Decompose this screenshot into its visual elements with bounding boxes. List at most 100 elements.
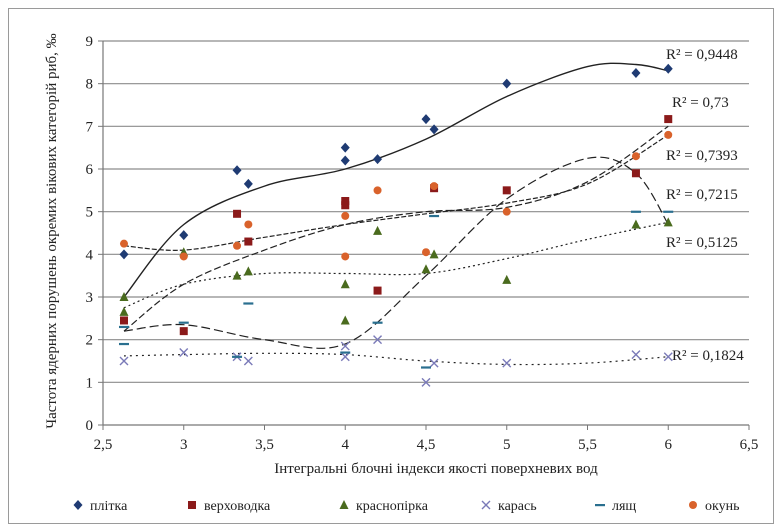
y-tick-label: 9 <box>86 34 94 50</box>
data-point-diamond <box>429 124 439 135</box>
data-point-square <box>244 237 253 246</box>
data-point-dash <box>630 210 641 213</box>
data-point-x <box>179 347 189 357</box>
data-point-triangle <box>663 217 673 227</box>
trend-line-triangle <box>123 221 669 309</box>
r2-label: R² = 0,73 <box>672 95 729 111</box>
x-tick-label: 3 <box>180 437 188 453</box>
data-point-x <box>631 350 641 360</box>
data-point-square <box>119 316 128 325</box>
data-point-circle <box>341 211 350 220</box>
legend-marker-circle <box>689 501 697 509</box>
data-point-triangle <box>232 270 242 280</box>
data-point-triangle <box>429 249 439 259</box>
data-point-dash <box>243 302 254 305</box>
y-tick-label: 3 <box>86 290 94 306</box>
legend-label: окунь <box>705 499 739 514</box>
data-point-triangle <box>421 264 431 274</box>
y-tick-label: 5 <box>86 205 94 221</box>
data-point-square <box>233 209 242 218</box>
trend-line-diamond <box>123 62 669 298</box>
x-tick-label: 2,5 <box>94 437 113 453</box>
data-point-triangle <box>340 315 350 325</box>
data-point-dash <box>372 321 383 324</box>
r2-labels: R² = 0,9448 R² = 0,73 R² = 0,7393 R² = 0,72… <box>666 47 744 364</box>
data-point-x <box>119 356 129 366</box>
legend-marker-square <box>188 501 196 509</box>
legend-marker-dash <box>595 504 605 507</box>
r2-label: R² = 0,7393 <box>666 148 738 164</box>
trend-line-dash <box>123 156 669 349</box>
y-tick-label: 6 <box>86 162 94 178</box>
data-point-circle <box>119 239 128 248</box>
data-point-x <box>429 358 439 368</box>
data-point-circle <box>664 130 673 139</box>
data-point-dash <box>421 366 431 369</box>
data-point-dash <box>340 351 351 354</box>
data-point-triangle <box>502 274 512 284</box>
tick-labels: 0 1 2 3 4 5 6 7 8 9 2,5 3 3,5 4 4,5 5 5,5 6 6,5 <box>86 34 759 453</box>
data-point-circle <box>233 241 242 250</box>
y-tick-label: 4 <box>86 247 94 263</box>
data-point-triangle <box>631 219 641 229</box>
data-point-circle <box>179 252 188 261</box>
x-tick-label: 5,5 <box>578 437 597 453</box>
data-point-dash <box>118 342 129 346</box>
data-point-circle <box>373 186 382 195</box>
data-point-circle <box>422 248 430 257</box>
data-point-square <box>341 201 350 210</box>
r2-label: R² = 0,1824 <box>672 348 744 364</box>
legend-marker-diamond <box>73 500 83 510</box>
data-point-diamond <box>421 114 431 125</box>
legend: плітка верховодка краснопірка карась лящ окун… <box>73 499 739 514</box>
data-point-x <box>421 377 431 387</box>
r2-label: R² = 0,7215 <box>666 187 738 203</box>
data-point-square <box>373 286 382 295</box>
y-axis-label: Частота ядерних порушень окремих вікових… <box>44 33 60 428</box>
data-point-square <box>179 327 188 336</box>
x-axis-label: Інтегральні блочні індекси якості поверх… <box>274 461 598 477</box>
data-point-square <box>664 115 673 124</box>
data-point-triangle <box>243 266 253 276</box>
trend-line-circle <box>123 134 669 251</box>
y-tick-label: 1 <box>86 375 94 391</box>
data-point-square <box>502 186 511 195</box>
x-tick-label: 6 <box>665 437 673 453</box>
data-point-square <box>341 197 350 205</box>
data-point-circle <box>631 152 640 161</box>
trend-line-x <box>123 352 669 366</box>
data-point-circle <box>244 220 253 229</box>
data-point-triangle <box>373 225 383 235</box>
data-point-diamond <box>340 142 350 153</box>
chart-frame <box>8 8 774 524</box>
data-point-diamond <box>631 68 641 78</box>
r2-label: R² = 0,9448 <box>666 47 738 63</box>
data-point-x <box>340 341 350 351</box>
data-point-diamond <box>243 178 253 189</box>
data-point-x <box>243 356 253 366</box>
data-point-dash <box>429 214 440 218</box>
legend-marker-triangle <box>339 500 349 509</box>
data-point-x <box>663 352 673 362</box>
legend-label: карась <box>498 499 537 514</box>
y-tick-label: 2 <box>86 333 94 349</box>
x-tick-label: 3,5 <box>255 437 274 453</box>
data-point-triangle <box>119 306 129 316</box>
trend-lines <box>123 62 669 366</box>
x-tick-label: 6,5 <box>740 437 759 453</box>
grid-lines <box>103 40 749 383</box>
legend-marker-x <box>481 500 491 510</box>
data-point-dash <box>178 321 189 324</box>
x-tick-label: 5 <box>503 437 511 453</box>
data-point-x <box>502 358 512 368</box>
data-point-x <box>373 335 383 345</box>
data-point-dash <box>663 210 674 213</box>
data-point-diamond <box>179 230 189 241</box>
trend-line-square <box>123 125 669 332</box>
y-tick-label: 7 <box>86 119 94 135</box>
x-tick-label: 4,5 <box>417 437 436 453</box>
y-tick-label: 0 <box>86 418 94 434</box>
data-point-diamond <box>373 154 383 165</box>
legend-label: плітка <box>90 499 128 514</box>
